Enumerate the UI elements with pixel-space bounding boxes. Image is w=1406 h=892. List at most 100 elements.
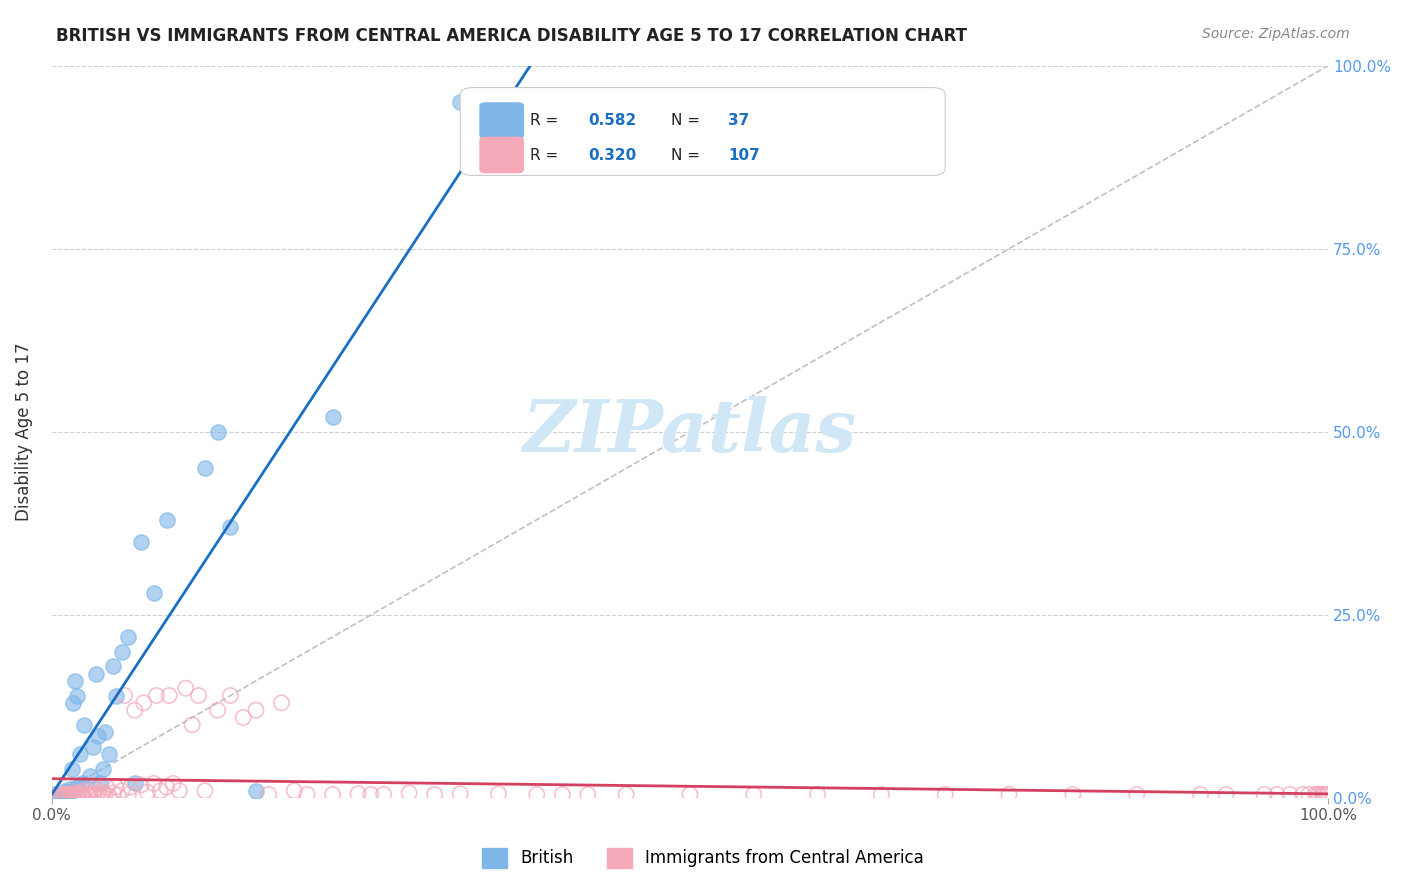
Point [46, 789, 69, 803]
Point [187, 689, 209, 703]
Point [94, 788, 117, 802]
Point [614, 788, 637, 802]
Point [59, 788, 82, 802]
Point [59, 785, 82, 799]
Point [373, 788, 395, 802]
Point [576, 788, 599, 802]
Point [219, 689, 242, 703]
Point [84, 782, 107, 797]
Point [66, 788, 89, 802]
Point [63, 673, 86, 688]
Point [149, 783, 172, 797]
Point [51, 788, 73, 802]
Point [117, 630, 139, 644]
Text: 0.320: 0.320 [588, 148, 636, 163]
Point [488, 787, 510, 801]
Point [83, 787, 105, 801]
Text: R =: R = [530, 148, 564, 163]
Point [55, 789, 77, 803]
Point [156, 513, 179, 527]
Point [295, 788, 318, 802]
Text: 107: 107 [728, 148, 761, 163]
Point [526, 788, 548, 802]
Text: BRITISH VS IMMIGRANTS FROM CENTRAL AMERICA DISABILITY AGE 5 TO 17 CORRELATION CH: BRITISH VS IMMIGRANTS FROM CENTRAL AMERI… [56, 27, 967, 45]
Point [69, 747, 91, 761]
Point [322, 788, 344, 802]
Point [82, 739, 104, 754]
Point [1215, 788, 1237, 802]
Point [219, 520, 242, 534]
Point [360, 788, 382, 802]
Point [53, 789, 76, 803]
Point [551, 788, 574, 802]
Point [48, 789, 70, 804]
Point [1308, 788, 1330, 802]
Point [66, 780, 89, 794]
Point [63, 786, 86, 800]
Point [59, 789, 82, 804]
Point [111, 783, 134, 797]
Point [232, 710, 254, 724]
Y-axis label: Disability Age 5 to 17: Disability Age 5 to 17 [15, 343, 32, 521]
Point [245, 703, 267, 717]
Point [49, 789, 72, 803]
Point [53, 783, 76, 797]
Point [89, 789, 111, 803]
Point [77, 789, 100, 803]
Point [60, 789, 83, 803]
Point [157, 689, 180, 703]
Point [82, 788, 104, 802]
Point [1312, 788, 1334, 802]
Point [52, 789, 75, 804]
Point [62, 789, 84, 804]
Point [67, 790, 90, 805]
Point [136, 785, 159, 799]
Point [270, 696, 292, 710]
Point [98, 789, 121, 803]
Text: Source: ZipAtlas.com: Source: ZipAtlas.com [1202, 27, 1350, 41]
Point [60, 762, 83, 776]
Point [1317, 788, 1340, 802]
Point [59, 782, 82, 797]
Point [145, 689, 167, 703]
Point [742, 788, 765, 802]
Point [870, 788, 893, 802]
Point [806, 788, 828, 802]
Point [45, 788, 67, 802]
Point [283, 783, 305, 797]
Point [1291, 788, 1313, 802]
Point [934, 788, 956, 802]
Point [124, 703, 146, 717]
Point [79, 769, 101, 783]
Point [58, 787, 80, 801]
Point [86, 786, 108, 800]
Point [86, 729, 108, 743]
Point [679, 788, 702, 802]
Text: N =: N = [671, 113, 704, 128]
Point [1313, 788, 1336, 802]
Point [107, 788, 129, 802]
Point [1278, 788, 1301, 802]
Point [998, 788, 1021, 802]
Point [120, 780, 142, 794]
Point [79, 789, 101, 803]
Point [62, 696, 84, 710]
Point [257, 788, 280, 802]
Point [53, 788, 76, 802]
Point [86, 666, 108, 681]
Point [132, 696, 155, 710]
FancyBboxPatch shape [460, 87, 945, 176]
Point [70, 789, 93, 803]
Point [89, 776, 111, 790]
Point [86, 788, 108, 802]
FancyBboxPatch shape [479, 103, 524, 139]
Point [104, 780, 127, 794]
Point [91, 789, 114, 804]
FancyBboxPatch shape [479, 136, 524, 173]
Point [1315, 788, 1337, 802]
Point [1125, 788, 1147, 802]
Point [1310, 788, 1333, 802]
Point [1306, 788, 1329, 802]
Point [56, 788, 79, 802]
Point [94, 725, 117, 739]
